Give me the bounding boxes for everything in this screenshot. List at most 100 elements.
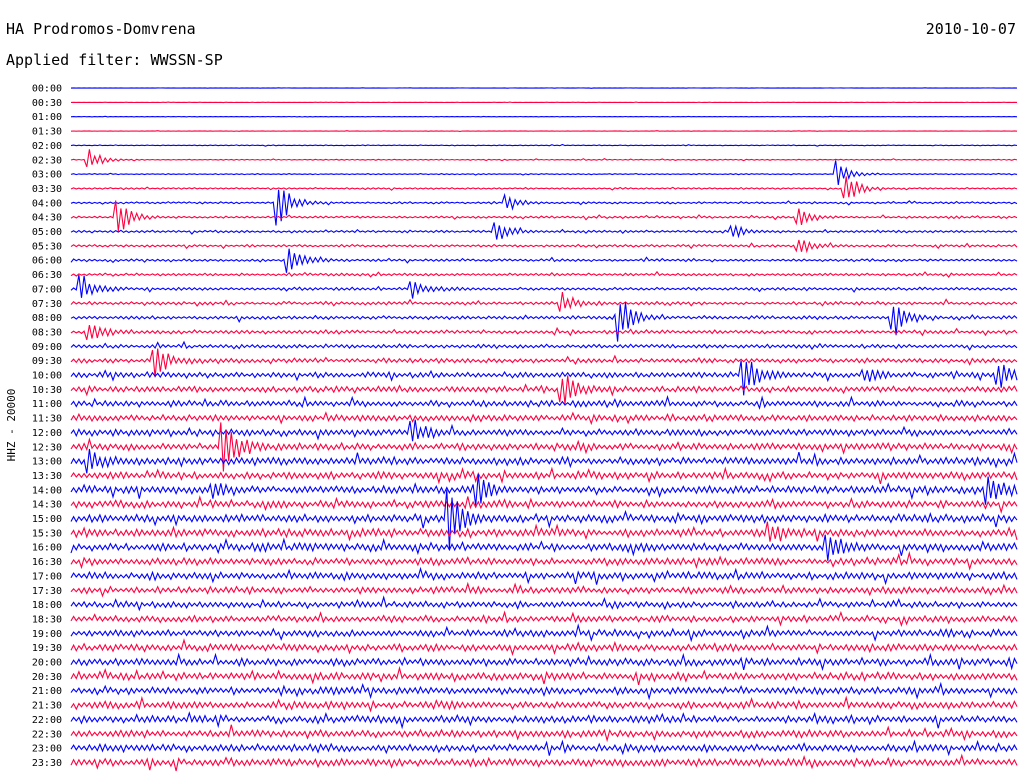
seismic-trace: [70, 87, 1018, 89]
row-time-label: 16:30: [32, 557, 62, 568]
row-time-label: 16:00: [32, 543, 62, 554]
row-time-label: 20:00: [32, 658, 62, 669]
row-time-label: 01:30: [32, 127, 62, 138]
row-time-label: 12:00: [32, 428, 62, 439]
seismic-trace: [70, 695, 1018, 713]
seismic-trace: [70, 200, 1018, 232]
seismic-trace: [70, 239, 1018, 254]
seismic-trace: [70, 248, 1018, 273]
seismic-trace: [70, 534, 1018, 561]
row-time-label: 17:00: [32, 571, 62, 582]
seismic-trace: [70, 222, 1018, 240]
filter-label: Applied filter: WWSSN-SP: [6, 51, 223, 69]
seismic-trace: [70, 143, 1018, 147]
row-time-label: 19:30: [32, 643, 62, 654]
seismic-trace: [70, 665, 1018, 686]
seismic-trace: [70, 292, 1018, 312]
row-time-label: 05:30: [32, 241, 62, 252]
seismic-trace: [70, 340, 1018, 351]
row-time-label: 11:30: [32, 414, 62, 425]
seismic-trace: [70, 711, 1018, 730]
row-time-label: 13:00: [32, 457, 62, 468]
seismic-trace: [70, 550, 1018, 571]
row-time-label: 07:30: [32, 299, 62, 310]
seismic-trace: [70, 489, 1018, 549]
seismic-trace: [70, 473, 1018, 506]
row-time-label: 04:30: [32, 213, 62, 224]
seismic-trace: [70, 360, 1018, 396]
row-time-label: 03:30: [32, 184, 62, 195]
seismic-trace: [70, 753, 1018, 772]
seismic-trace: [70, 422, 1018, 472]
seismic-trace: [70, 739, 1018, 757]
seismic-trace: [70, 581, 1018, 598]
seismic-trace: [70, 681, 1018, 701]
row-time-label: 23:00: [32, 744, 62, 755]
row-time-label: 21:00: [32, 686, 62, 697]
row-time-label: 07:00: [32, 284, 62, 295]
seismic-trace: [70, 595, 1018, 612]
row-time-label: 23:30: [32, 758, 62, 769]
station-title: HA Prodromos-Domvrena: [6, 20, 196, 38]
seismic-trace: [70, 302, 1018, 342]
seismic-trace: [70, 652, 1018, 672]
row-time-label: 20:30: [32, 672, 62, 683]
row-time-label: 05:00: [32, 227, 62, 238]
row-time-label: 08:00: [32, 313, 62, 324]
seismic-trace: [70, 270, 1018, 279]
seismic-trace: [70, 724, 1018, 743]
seismic-trace: [70, 348, 1018, 378]
row-time-label: 08:30: [32, 327, 62, 338]
seismic-trace: [70, 189, 1018, 226]
row-time-label: 11:00: [32, 399, 62, 410]
row-time-label: 12:30: [32, 442, 62, 453]
seismic-trace: [70, 394, 1018, 410]
seismic-trace: [70, 160, 1018, 185]
row-time-label: 10:00: [32, 371, 62, 382]
row-time-label: 03:00: [32, 170, 62, 181]
seismic-trace: [70, 101, 1018, 104]
seismic-trace: [70, 521, 1018, 542]
row-time-label: 22:00: [32, 715, 62, 726]
row-time-label: 01:00: [32, 112, 62, 123]
row-time-label: 13:30: [32, 471, 62, 482]
row-time-label: 00:30: [32, 98, 62, 109]
row-time-label: 22:30: [32, 729, 62, 740]
seismic-trace: [70, 419, 1018, 442]
row-time-label: 21:30: [32, 701, 62, 712]
row-time-label: 09:00: [32, 342, 62, 353]
row-time-label: 10:30: [32, 385, 62, 396]
seismic-trace: [70, 448, 1018, 474]
row-time-label: 14:00: [32, 485, 62, 496]
seismic-trace: [70, 623, 1018, 643]
seismic-trace: [70, 638, 1018, 657]
row-time-label: 18:30: [32, 614, 62, 625]
row-time-label: 02:30: [32, 155, 62, 166]
row-time-label: 15:30: [32, 528, 62, 539]
row-time-label: 04:00: [32, 198, 62, 209]
trace-group: [70, 87, 1018, 772]
seismic-trace: [70, 324, 1018, 340]
row-time-label: 09:30: [32, 356, 62, 367]
time-label-group: 00:00 00:30 01:00 01:30 02:00 02:30 03:00 03:30…: [32, 84, 62, 769]
row-time-label: 14:30: [32, 500, 62, 511]
seismic-trace: [70, 130, 1018, 132]
seismic-trace: [70, 176, 1018, 199]
row-time-label: 06:30: [32, 270, 62, 281]
seismic-trace: [70, 411, 1018, 426]
row-time-label: 06:00: [32, 256, 62, 267]
seismic-trace: [70, 115, 1018, 118]
row-time-label: 02:00: [32, 141, 62, 152]
channel-axis-label: HHZ - 20000: [5, 389, 18, 462]
row-time-label: 15:00: [32, 514, 62, 525]
row-time-label: 00:00: [32, 84, 62, 95]
seismic-trace: [70, 466, 1018, 485]
row-time-label: 19:00: [32, 629, 62, 640]
seismic-trace: [70, 610, 1018, 628]
seismic-trace: [70, 566, 1018, 586]
seismic-trace: [70, 149, 1018, 167]
date-label: 2010-10-07: [925, 20, 1016, 38]
seismic-trace: [70, 495, 1018, 515]
seismic-trace: [70, 274, 1018, 299]
